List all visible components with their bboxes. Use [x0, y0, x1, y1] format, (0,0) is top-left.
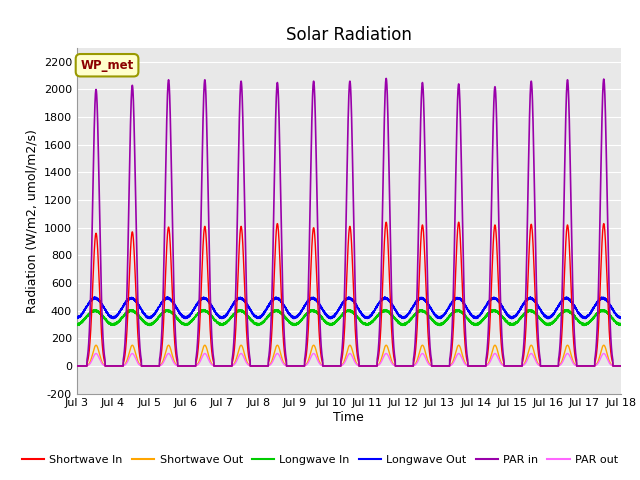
- Text: WP_met: WP_met: [81, 59, 134, 72]
- Legend: Shortwave In, Shortwave Out, Longwave In, Longwave Out, PAR in, PAR out: Shortwave In, Shortwave Out, Longwave In…: [17, 451, 623, 469]
- Y-axis label: Radiation (W/m2, umol/m2/s): Radiation (W/m2, umol/m2/s): [25, 129, 38, 313]
- Title: Solar Radiation: Solar Radiation: [286, 25, 412, 44]
- X-axis label: Time: Time: [333, 411, 364, 424]
